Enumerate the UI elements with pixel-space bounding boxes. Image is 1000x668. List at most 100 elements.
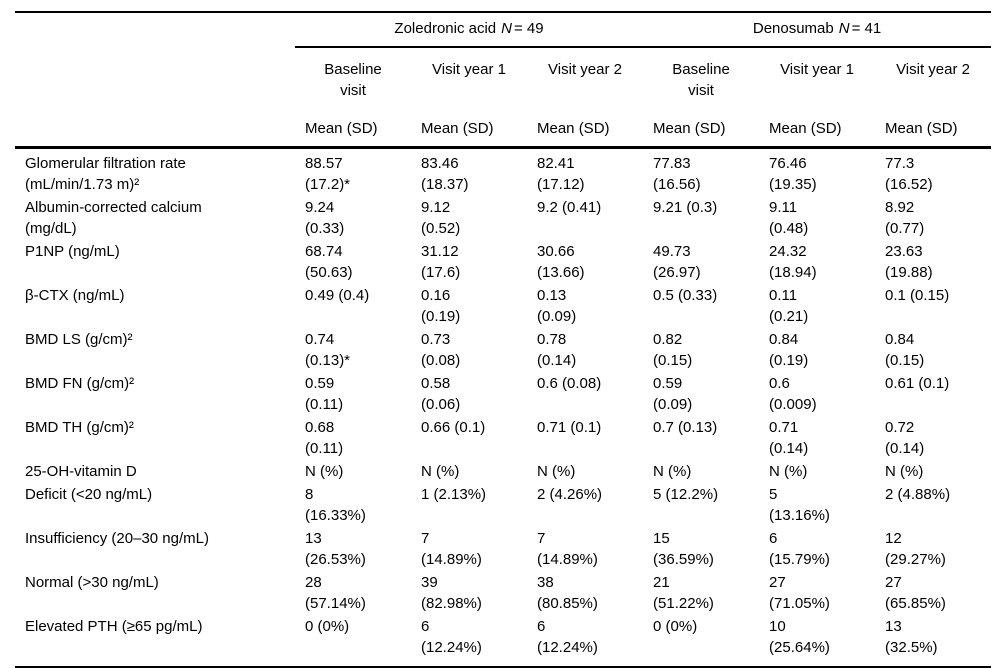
cell-line: 2 (4.88%): [885, 486, 951, 503]
label-column-spacer: [15, 12, 295, 47]
cell-line: (0.09): [537, 308, 577, 325]
table-row: Deficit (<20 ng/mL) 8 (16.33%) 1 (2.13%) 2 (…: [15, 483, 991, 527]
cell-line: 82.41: [537, 155, 575, 172]
cell-line: (50.63): [305, 264, 353, 281]
data-cell: 7 (14.89%): [527, 527, 643, 571]
cell-line: 9.11: [769, 199, 798, 216]
cell-line: (36.59%): [653, 551, 714, 568]
data-cell: 0.59 (0.09): [643, 372, 759, 416]
cell-line: 0.58: [421, 375, 451, 392]
cell-line: N (%): [885, 463, 924, 480]
cell-line: (82.98%): [421, 595, 482, 612]
cell-line: (0.14): [769, 440, 809, 457]
cell-line: (0.52): [421, 220, 461, 237]
row-label-line: (mL/min/1.73 m)²: [25, 176, 140, 193]
data-cell: 21 (51.22%): [643, 571, 759, 615]
data-cell: 7 (14.89%): [411, 527, 527, 571]
cell-line: (0.19): [421, 308, 461, 325]
row-label-line: Glomerular filtration rate: [25, 155, 186, 172]
data-cell: N (%): [643, 460, 759, 483]
cell-line: 0.84: [885, 331, 915, 348]
data-cell: 0.59 (0.11): [295, 372, 411, 416]
row-label-line: Insufficiency (20–30 ng/mL): [25, 530, 209, 547]
cell-line: 7: [421, 530, 430, 547]
row-label-cell: P1NP (ng/mL): [15, 240, 295, 284]
group-n-symbol: N: [838, 20, 850, 37]
stat-header-cell: Mean (SD): [875, 111, 992, 149]
cell-line: (17.2)*: [305, 176, 351, 193]
cell-line: 88.57: [305, 155, 343, 172]
data-cell: N (%): [527, 460, 643, 483]
row-label-line: (mg/dL): [25, 220, 77, 237]
cell-line: (29.27%): [885, 551, 946, 568]
cell-line: 6: [769, 530, 778, 547]
cell-line: (16.33%): [305, 507, 366, 524]
table-row: Glomerular filtration rate (mL/min/1.73 m…: [15, 148, 991, 197]
cell-line: (25.64%): [769, 639, 830, 656]
data-cell: 5 (12.2%): [643, 483, 759, 527]
cell-line: (80.85%): [537, 595, 598, 612]
data-cell: 10 (25.64%): [759, 615, 876, 668]
cell-line: (0.33): [305, 220, 345, 237]
table-row: 25-OH-vitamin D N (%) N (%) N (%) N (%) N (%)…: [15, 460, 991, 483]
cell-line: 21: [653, 574, 670, 591]
cell-line: (17.12): [537, 176, 585, 193]
data-cell: 0.72 (0.14): [875, 416, 991, 460]
cell-line: 0.6 (0.08): [537, 375, 602, 392]
data-cell: 77.3 (16.52): [875, 148, 991, 197]
cell-line: 0.71 (0.1): [537, 419, 602, 436]
cell-line: (0.21): [769, 308, 809, 325]
visit-header-line: Baseline: [324, 61, 382, 78]
cell-line: 24.32: [769, 243, 807, 260]
cell-line: (16.52): [885, 176, 933, 193]
data-cell: 9.12 (0.52): [411, 196, 527, 240]
data-cell: 0.71 (0.14): [759, 416, 875, 460]
cell-line: (0.11): [305, 440, 344, 457]
cell-line: 27: [885, 574, 902, 591]
row-label-line: Deficit (<20 ng/mL): [25, 486, 153, 503]
data-cell: 27 (65.85%): [875, 571, 991, 615]
group-header-denosumab: Denosumab N = 41: [643, 12, 992, 48]
row-label-cell: Glomerular filtration rate (mL/min/1.73 m…: [15, 148, 295, 197]
data-cell: 0.68 (0.11): [295, 416, 411, 460]
cell-line: (12.24%): [421, 639, 482, 656]
cell-line: 68.74: [305, 243, 343, 260]
cell-line: 0.82: [653, 331, 683, 348]
data-cell: 2 (4.88%): [875, 483, 991, 527]
table-row: BMD FN (g/cm)² 0.59 (0.11) 0.58 (0.06) 0.6 (0…: [15, 372, 991, 416]
cell-line: (32.5%): [885, 639, 938, 656]
cell-line: 5: [769, 486, 778, 503]
cell-line: 0.7 (0.13): [653, 419, 718, 436]
row-label-line: 25-OH-vitamin D: [25, 463, 137, 480]
cell-line: 8.92: [885, 199, 915, 216]
row-label-cell: BMD TH (g/cm)²: [15, 416, 295, 460]
clinical-results-table: Zoledronic acid N = 49 Denosumab N = 41 Base…: [15, 11, 992, 668]
data-cell: 6 (12.24%): [527, 615, 644, 668]
cell-line: (19.88): [885, 264, 933, 281]
data-cell: 24.32 (18.94): [759, 240, 875, 284]
data-cell: 0.84 (0.19): [759, 328, 875, 372]
cell-line: (0.11): [305, 396, 344, 413]
label-column-spacer: [15, 47, 295, 111]
visit-header-line: visit: [688, 82, 714, 99]
visit-header-cell: Baseline visit: [643, 47, 759, 111]
cell-line: 13: [305, 530, 322, 547]
cell-line: (0.08): [421, 352, 461, 369]
row-label-cell: Albumin-corrected calcium (mg/dL): [15, 196, 295, 240]
visit-header-cell: Visit year 1: [411, 47, 527, 111]
cell-line: 7: [537, 530, 546, 547]
data-cell: 0.7 (0.13): [643, 416, 759, 460]
cell-line: 15: [653, 530, 670, 547]
row-label-line: Normal (>30 ng/mL): [25, 574, 159, 591]
data-cell: 0.16 (0.19): [411, 284, 527, 328]
cell-line: 0.78: [537, 331, 567, 348]
data-cell: N (%): [759, 460, 875, 483]
cell-line: 2 (4.26%): [537, 486, 603, 503]
data-cell: 0.61 (0.1): [875, 372, 991, 416]
data-cell: 82.41 (17.12): [527, 148, 643, 197]
data-cell: 8 (16.33%): [295, 483, 411, 527]
stat-header-cell: Mean (SD): [295, 111, 411, 149]
cell-line: 27: [769, 574, 786, 591]
cell-line: (0.009): [769, 396, 817, 413]
cell-line: 76.46: [769, 155, 807, 172]
